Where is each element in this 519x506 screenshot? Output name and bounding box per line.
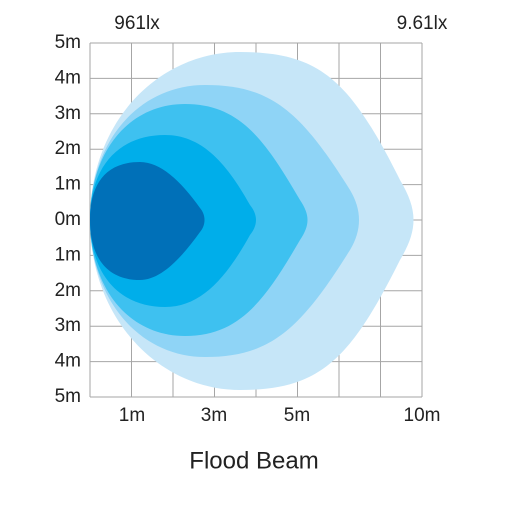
y-axis-label: 4m bbox=[55, 351, 81, 372]
top-label: 961lx bbox=[114, 13, 160, 34]
top-label: 9.61lx bbox=[397, 13, 448, 34]
x-axis-label: 5m bbox=[284, 405, 310, 426]
axis-labels: 5m 4m 3m 2m 1m 0m 1m 2m 3m 4m 5m 1m 3m 5m 10m bbox=[55, 32, 441, 426]
y-axis-label: 3m bbox=[55, 103, 81, 124]
y-axis-label: 5m bbox=[55, 386, 81, 407]
y-axis-label: 2m bbox=[55, 280, 81, 301]
beam-pattern bbox=[90, 52, 414, 390]
y-axis-label: 1m bbox=[55, 174, 81, 195]
x-axis-label: 10m bbox=[404, 405, 441, 426]
y-axis-label: 5m bbox=[55, 32, 81, 53]
beam-zone-5 bbox=[90, 162, 205, 280]
y-axis-label: 3m bbox=[55, 315, 81, 336]
y-axis-label: 4m bbox=[55, 67, 81, 88]
y-axis-label: 1m bbox=[55, 244, 81, 265]
y-axis-label: 0m bbox=[55, 209, 81, 230]
y-axis-label: 2m bbox=[55, 138, 81, 159]
x-axis-label: 1m bbox=[119, 405, 145, 426]
title: Flood Beam bbox=[189, 447, 318, 474]
x-axis-label: 3m bbox=[201, 405, 227, 426]
